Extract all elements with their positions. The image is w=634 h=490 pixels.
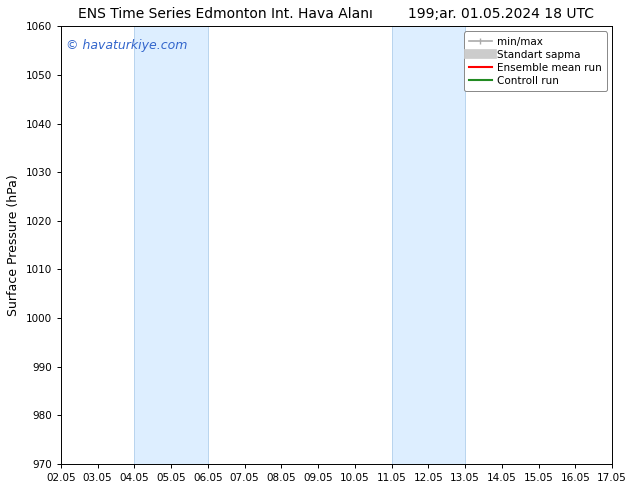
Legend: min/max, Standart sapma, Ensemble mean run, Controll run: min/max, Standart sapma, Ensemble mean r… — [463, 31, 607, 91]
Bar — [392, 26, 465, 464]
Y-axis label: Surface Pressure (hPa): Surface Pressure (hPa) — [7, 174, 20, 316]
Bar — [134, 26, 208, 464]
Text: © havaturkiye.com: © havaturkiye.com — [67, 39, 188, 52]
Title: ENS Time Series Edmonton Int. Hava Alanı        199;ar. 01.05.2024 18 UTC: ENS Time Series Edmonton Int. Hava Alanı… — [79, 7, 595, 21]
